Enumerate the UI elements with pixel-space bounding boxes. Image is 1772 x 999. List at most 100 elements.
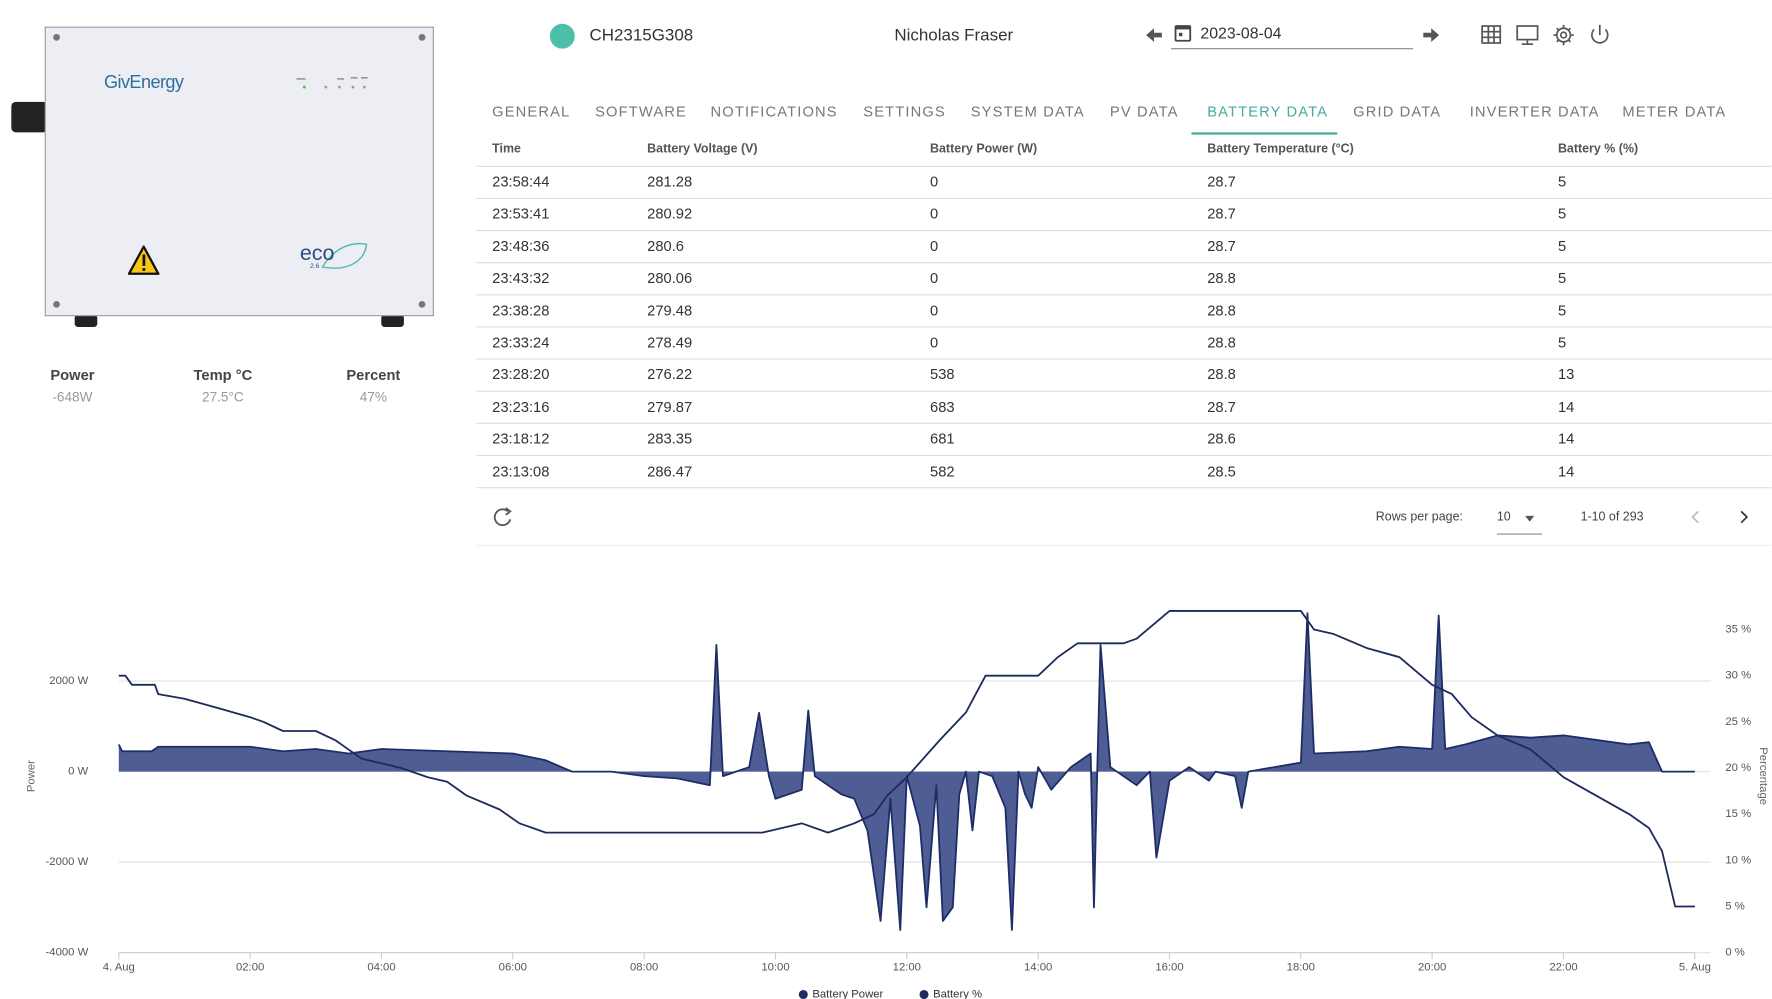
column-header: Battery Power (W) [930, 142, 1038, 157]
power-icon[interactable] [1591, 24, 1609, 44]
series-line [118, 610, 1695, 908]
tab[interactable]: GENERAL [492, 102, 571, 120]
stat-value: 47% [359, 389, 387, 406]
status-dot [549, 23, 575, 49]
x-tick-label: 16:00 [1155, 961, 1183, 973]
settings-icon[interactable] [1553, 24, 1574, 46]
x-tick-label: 06:00 [499, 961, 527, 973]
calendar-icon[interactable] [1174, 25, 1192, 42]
table-cell: 23:58:44 [492, 173, 550, 191]
rows-per-page-value[interactable]: 10 [1496, 510, 1511, 524]
screw [53, 33, 60, 41]
y-axis-title: Power [26, 760, 38, 792]
tab[interactable]: GRID DATA [1353, 102, 1442, 120]
column-header: Battery % (%) [1557, 142, 1639, 157]
table-cell: 28.7 [1207, 237, 1236, 255]
x-tick-label: 08:00 [630, 961, 658, 973]
table-cell: 28.8 [1207, 301, 1236, 319]
y-tick-label: -2000 W [46, 856, 89, 868]
leaf [321, 242, 368, 269]
stat-value: 27.5°C [202, 389, 244, 406]
table-cell: 0 [930, 237, 939, 255]
foot [74, 314, 98, 327]
y2-tick-label: 25 % [1725, 716, 1751, 728]
x-tick-label: 18:00 [1287, 961, 1315, 973]
table-cell: 681 [930, 430, 955, 448]
tab[interactable]: BATTERY DATA [1207, 102, 1329, 120]
y-tick-label: 0 W [68, 766, 88, 778]
x-tick-label: 02:00 [236, 961, 264, 973]
y2-tick-label: 30 % [1725, 670, 1751, 682]
y-tick-label: 2000 W [49, 675, 88, 687]
table-cell: 23:33:24 [492, 333, 550, 351]
table-cell: 0 [930, 205, 939, 223]
stat-value: -648W [52, 389, 93, 406]
y-tick-label: -4000 W [46, 947, 89, 959]
table-cell: 279.87 [647, 398, 693, 415]
monitor-icon[interactable] [1516, 25, 1539, 45]
device-body [44, 26, 434, 317]
table-cell: 278.49 [647, 333, 693, 351]
stat-label: Temp °C [193, 366, 253, 384]
y2-tick-label: 20 % [1725, 762, 1751, 774]
table-cell: 279.48 [647, 301, 693, 319]
refresh-icon[interactable] [493, 508, 512, 526]
legend-label: Battery Power [812, 988, 883, 999]
table-cell: 23:13:08 [492, 462, 550, 480]
table-cell: 13 [1557, 365, 1575, 383]
table-cell: 14 [1557, 398, 1575, 415]
stat-label: Power [50, 366, 95, 384]
tab[interactable]: PV DATA [1109, 102, 1179, 120]
y2-tick-label: 35 % [1725, 623, 1751, 635]
table-cell: 0 [930, 173, 939, 191]
foot [381, 314, 404, 327]
y2-tick-label: 0 % [1725, 947, 1744, 959]
area-line [117, 612, 1695, 931]
table-cell: 0 [930, 269, 939, 287]
table-cell: 14 [1557, 462, 1575, 480]
screw [418, 300, 426, 308]
next-page[interactable] [1740, 510, 1749, 524]
y2-tick-label: 15 % [1725, 808, 1751, 820]
prev-day[interactable] [1146, 28, 1162, 42]
table-cell: 0 [930, 333, 939, 351]
tab[interactable]: METER DATA [1622, 102, 1727, 120]
x-tick-label: 10:00 [761, 961, 789, 973]
rows-per-page-label: Rows per page: [1375, 510, 1463, 524]
date[interactable]: 2023-08-04 [1200, 23, 1282, 42]
table-cell: 23:48:36 [492, 237, 550, 255]
x-tick-label: 5. Aug [1679, 961, 1711, 973]
table-icon[interactable] [1481, 25, 1502, 44]
area-fill [118, 613, 1695, 931]
table-cell: 23:18:12 [492, 430, 550, 448]
tab[interactable]: SYSTEM DATA [970, 102, 1085, 120]
chart: 2000 W 0 W -2000 W -4000 W 0 % 5 % 10 % 15 % 20 … [26, 610, 1769, 999]
table-cell: 5 [1557, 301, 1567, 319]
table-cell: 28.7 [1207, 205, 1236, 223]
tab[interactable]: NOTIFICATIONS [710, 102, 838, 120]
legend-marker [798, 989, 808, 999]
table-cell: 28.5 [1207, 462, 1236, 480]
table-cell: 28.8 [1207, 365, 1236, 383]
connector [11, 101, 48, 133]
table-cell: 286.47 [647, 462, 693, 480]
table-cell: 14 [1557, 430, 1575, 448]
table-cell: 23:43:32 [492, 269, 550, 287]
tab[interactable]: SOFTWARE [595, 102, 687, 120]
table-cell: 280.92 [647, 205, 693, 223]
device-version: 2.6 [310, 263, 320, 271]
y2-tick-label: 10 % [1725, 854, 1751, 866]
tab[interactable]: INVERTER DATA [1469, 102, 1600, 120]
column-header: Time [492, 142, 521, 157]
dropdown-arrow[interactable] [1525, 515, 1535, 522]
x-tick-label: 22:00 [1549, 961, 1577, 973]
x-tick-label: 04:00 [367, 961, 395, 973]
table-cell: 23:23:16 [492, 398, 550, 415]
tab[interactable]: SETTINGS [863, 102, 946, 120]
next-day[interactable] [1423, 28, 1440, 42]
prev-page[interactable] [1691, 510, 1699, 524]
y2-axis-title: Percentage [1757, 747, 1769, 805]
